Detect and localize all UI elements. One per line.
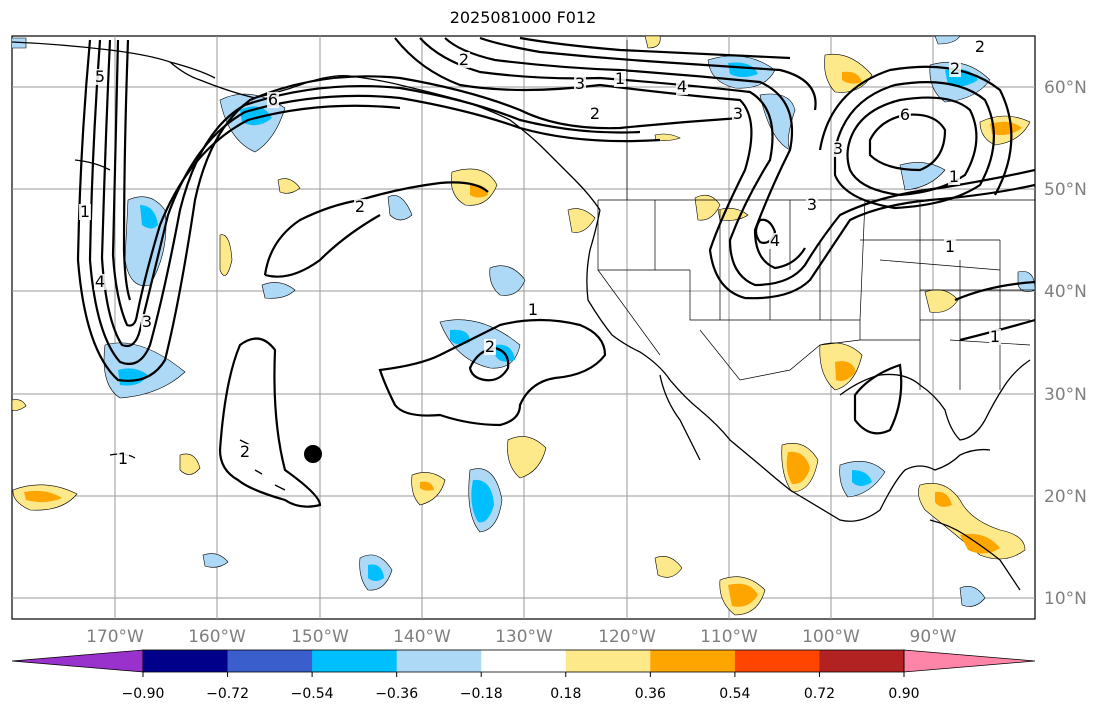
contour-label: 2 bbox=[355, 197, 365, 216]
colorbar-tick-label: −0.36 bbox=[375, 686, 418, 702]
contour-label: 1 bbox=[945, 237, 955, 256]
colorbar-segment bbox=[143, 650, 229, 672]
longitude-label: 130°W bbox=[495, 627, 553, 647]
colorbar-extend-high bbox=[903, 649, 1036, 673]
contour-label: 4 bbox=[677, 77, 687, 96]
longitude-label: 110°W bbox=[700, 627, 758, 647]
longitude-label: 160°W bbox=[188, 627, 246, 647]
latitude-label: 50°N bbox=[1044, 180, 1087, 200]
latitude-label: 10°N bbox=[1044, 589, 1087, 609]
contour-label: 6 bbox=[268, 90, 278, 109]
contour-label: 3 bbox=[733, 104, 743, 123]
colorbar-segment bbox=[396, 650, 482, 672]
contour-label: 1 bbox=[615, 69, 625, 88]
longitude-label: 140°W bbox=[393, 627, 451, 647]
latitude-label: 30°N bbox=[1044, 385, 1087, 405]
contour-label: 1 bbox=[528, 300, 538, 319]
colorbar-segment bbox=[734, 650, 820, 672]
longitude-label: 150°W bbox=[291, 627, 349, 647]
contour-label: 1 bbox=[80, 202, 90, 221]
negative-anomaly-fills bbox=[12, 36, 1035, 607]
colorbar-tick-label: 0.54 bbox=[719, 686, 750, 702]
colorbar-tick-label: 0.72 bbox=[804, 686, 835, 702]
contour-label: 2 bbox=[975, 37, 985, 56]
colorbar-tick-label: 0.18 bbox=[550, 686, 581, 702]
contour-label: 1 bbox=[990, 327, 1000, 346]
latitude-label: 40°N bbox=[1044, 282, 1087, 302]
location-marker bbox=[304, 445, 322, 463]
colorbar-tick-labels: −0.90 −0.72 −0.54 −0.36 −0.18 0.18 0.36 0.54 0.7… bbox=[122, 672, 920, 702]
contour-label: 3 bbox=[807, 195, 817, 214]
colorbar bbox=[11, 649, 1036, 673]
colorbar-segment bbox=[227, 650, 313, 672]
contour-label: 3 bbox=[575, 74, 585, 93]
colorbar-tick-label: 0.36 bbox=[635, 686, 666, 702]
contour-label: 5 bbox=[95, 67, 105, 86]
colorbar-segment bbox=[565, 650, 651, 672]
contour-label: 2 bbox=[485, 337, 495, 356]
longitude-label: 90°W bbox=[910, 627, 957, 647]
contour-label: 6 bbox=[900, 105, 910, 124]
contour-label: 4 bbox=[770, 231, 780, 250]
contour-label: 4 bbox=[95, 272, 105, 291]
colorbar-tick-label: −0.54 bbox=[291, 686, 334, 702]
longitude-labels: 170°W 160°W 150°W 140°W 130°W 120°W 110°W 100°W… bbox=[86, 627, 957, 647]
contour-label: 2 bbox=[240, 442, 250, 461]
colorbar-tick-label: −0.90 bbox=[122, 686, 165, 702]
contour-label: 2 bbox=[950, 59, 960, 78]
contour-label: 2 bbox=[459, 50, 469, 69]
colorbar-segment bbox=[481, 650, 567, 672]
longitude-label: 120°W bbox=[598, 627, 656, 647]
colorbar-tick-label: −0.72 bbox=[206, 686, 249, 702]
contour-label: 3 bbox=[142, 312, 152, 331]
colorbar-segment bbox=[312, 650, 398, 672]
colorbar-segment bbox=[819, 650, 905, 672]
colorbar-extend-low bbox=[11, 649, 144, 673]
contour-label: 3 bbox=[833, 139, 843, 158]
colorbar-tick-label: 0.90 bbox=[888, 686, 919, 702]
contour-label: 1 bbox=[949, 167, 959, 186]
coastlines bbox=[12, 41, 1031, 591]
latitude-label: 60°N bbox=[1044, 78, 1087, 98]
latitude-labels: 60°N 50°N 40°N 30°N 20°N 10°N bbox=[1044, 78, 1087, 609]
longitude-label: 170°W bbox=[86, 627, 144, 647]
colorbar-segment bbox=[650, 650, 736, 672]
colorbar-tick-label: −0.18 bbox=[460, 686, 503, 702]
latitude-label: 20°N bbox=[1044, 487, 1087, 507]
map-title: 2025081000 F012 bbox=[449, 8, 597, 27]
contour-label: 2 bbox=[590, 104, 600, 123]
longitude-label: 100°W bbox=[802, 627, 860, 647]
contour-label: 1 bbox=[118, 449, 128, 468]
